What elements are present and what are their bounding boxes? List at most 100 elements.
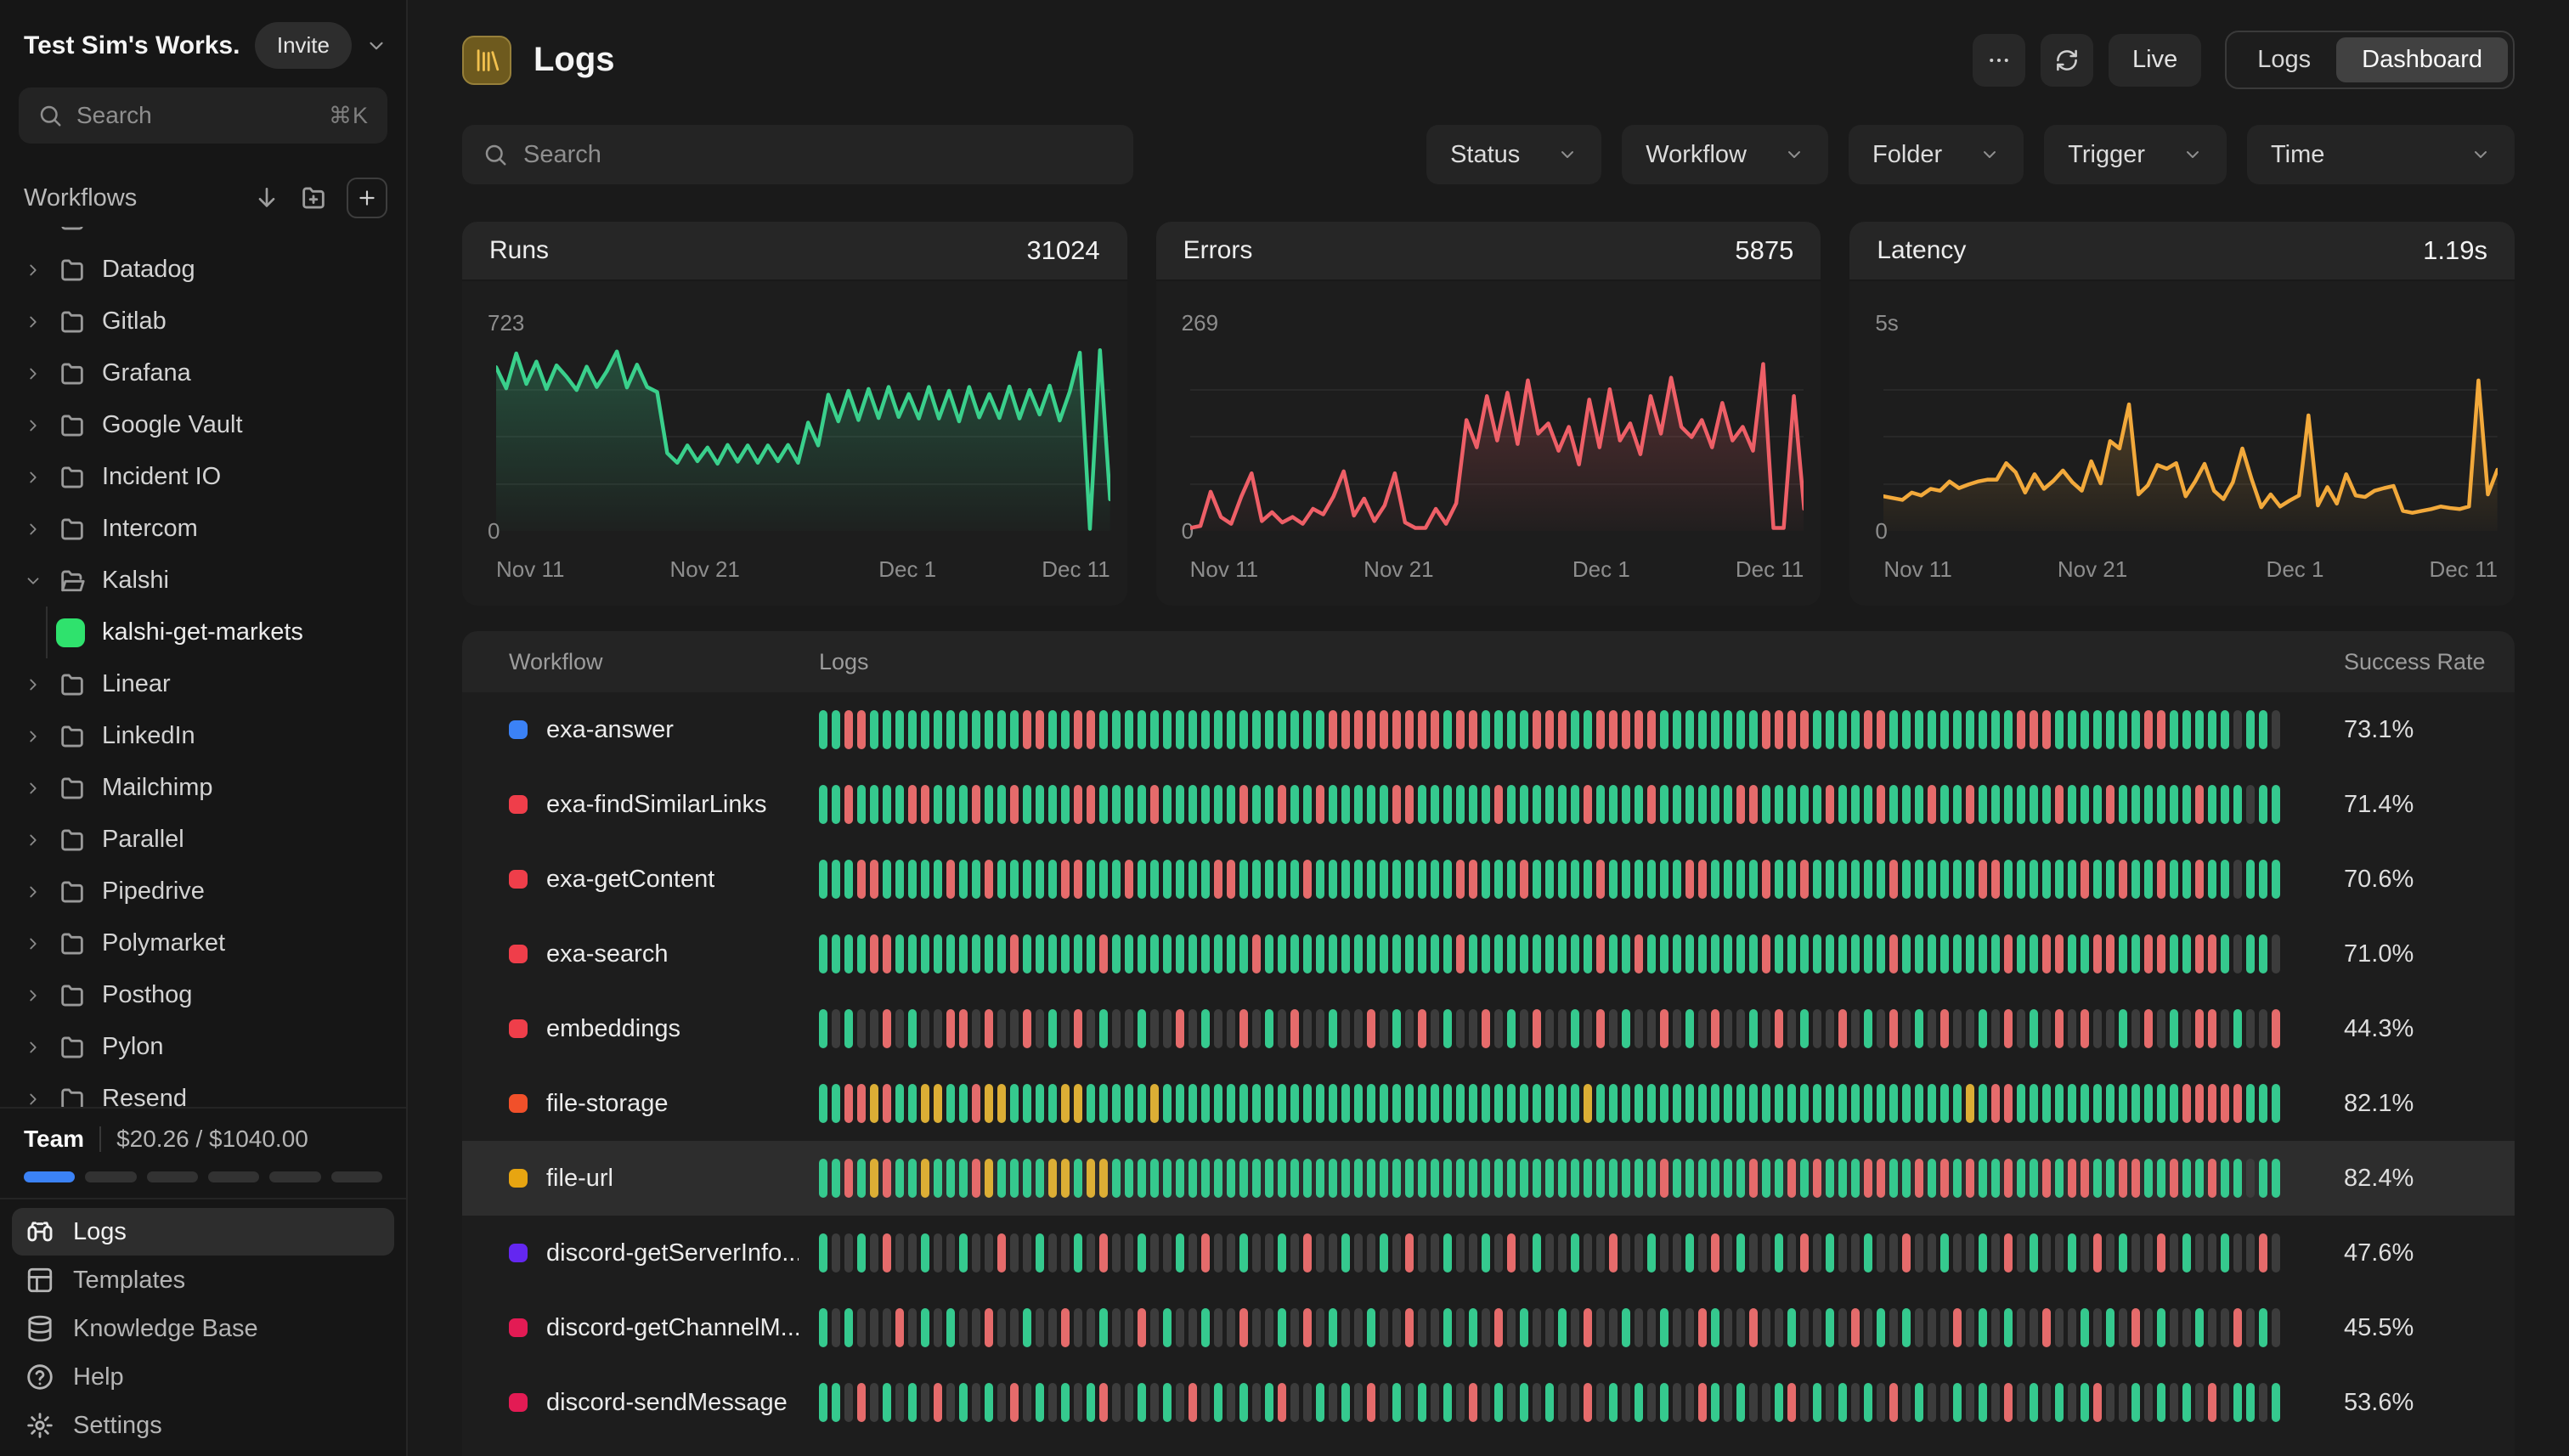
- log-pill[interactable]: [1749, 934, 1758, 973]
- log-pill[interactable]: [1341, 1159, 1350, 1198]
- log-pill[interactable]: [1252, 934, 1261, 973]
- log-pill[interactable]: [2106, 1009, 2114, 1048]
- log-pill[interactable]: [1380, 1084, 1388, 1123]
- log-pill[interactable]: [2182, 1233, 2191, 1273]
- log-pill[interactable]: [1813, 1159, 1821, 1198]
- log-pill[interactable]: [2119, 1009, 2127, 1048]
- log-pill[interactable]: [1622, 1009, 1630, 1048]
- log-pill[interactable]: [921, 934, 929, 973]
- log-pill[interactable]: [1864, 1159, 1872, 1198]
- log-pill[interactable]: [934, 1084, 942, 1123]
- log-pill[interactable]: [1316, 860, 1324, 899]
- log-pill[interactable]: [2093, 860, 2102, 899]
- log-pill[interactable]: [1915, 1009, 1923, 1048]
- log-pill[interactable]: [1303, 710, 1312, 749]
- log-pill[interactable]: [1189, 860, 1197, 899]
- log-pill[interactable]: [844, 860, 853, 899]
- log-pill[interactable]: [2131, 710, 2140, 749]
- log-pill[interactable]: [1711, 1084, 1719, 1123]
- log-pill[interactable]: [857, 785, 866, 824]
- log-pill[interactable]: [1940, 1308, 1949, 1347]
- log-pill[interactable]: [1112, 860, 1121, 899]
- log-pill[interactable]: [1036, 1383, 1044, 1422]
- log-pill[interactable]: [946, 860, 955, 899]
- log-pill[interactable]: [934, 860, 942, 899]
- log-pill[interactable]: [1533, 1233, 1541, 1273]
- log-pill[interactable]: [1545, 1233, 1554, 1273]
- tab-logs[interactable]: Logs: [2257, 46, 2312, 73]
- log-pill[interactable]: [2017, 1084, 2025, 1123]
- log-pill[interactable]: [832, 1383, 840, 1422]
- log-pill[interactable]: [1099, 934, 1108, 973]
- log-pill[interactable]: [985, 1383, 993, 1422]
- filter-dropdown-status[interactable]: Status: [1426, 125, 1602, 184]
- log-pill[interactable]: [844, 1383, 853, 1422]
- log-pill[interactable]: [1507, 710, 1516, 749]
- log-pill[interactable]: [1316, 1233, 1324, 1273]
- log-pill[interactable]: [1456, 1233, 1465, 1273]
- log-pill[interactable]: [1787, 934, 1796, 973]
- log-pill[interactable]: [895, 1084, 904, 1123]
- sidebar-folder-parallel[interactable]: Parallel: [12, 814, 394, 866]
- log-pill[interactable]: [1877, 934, 1885, 973]
- log-pill[interactable]: [1545, 934, 1554, 973]
- table-row-exa-getcontent[interactable]: exa-getContent 70.6%: [462, 842, 2515, 917]
- log-pill[interactable]: [1138, 1159, 1146, 1198]
- log-pill[interactable]: [1431, 1159, 1439, 1198]
- log-pill[interactable]: [1418, 1383, 1426, 1422]
- log-pill[interactable]: [1482, 785, 1490, 824]
- log-pill[interactable]: [1367, 785, 1375, 824]
- log-pill[interactable]: [1048, 1009, 1057, 1048]
- log-pill[interactable]: [1724, 860, 1732, 899]
- log-pill[interactable]: [1979, 1009, 1987, 1048]
- log-pill[interactable]: [1877, 1009, 1885, 1048]
- log-pill[interactable]: [2068, 1383, 2076, 1422]
- log-pill[interactable]: [2195, 785, 2204, 824]
- log-pill[interactable]: [1150, 1084, 1159, 1123]
- log-pill[interactable]: [1278, 934, 1286, 973]
- log-pill[interactable]: [908, 860, 917, 899]
- log-pill[interactable]: [2030, 1233, 2038, 1273]
- log-pill[interactable]: [1520, 1159, 1528, 1198]
- log-pill[interactable]: [959, 860, 968, 899]
- log-pill[interactable]: [1647, 1308, 1656, 1347]
- log-pill[interactable]: [1303, 1308, 1312, 1347]
- log-pill[interactable]: [2272, 1084, 2280, 1123]
- log-pill[interactable]: [1800, 1159, 1809, 1198]
- log-pill[interactable]: [2170, 1009, 2178, 1048]
- log-pill[interactable]: [1724, 1159, 1732, 1198]
- log-pill[interactable]: [1915, 1084, 1923, 1123]
- log-pill[interactable]: [2170, 1383, 2178, 1422]
- log-pill[interactable]: [2068, 710, 2076, 749]
- log-pill[interactable]: [883, 710, 891, 749]
- log-pill[interactable]: [1227, 1159, 1235, 1198]
- log-pill[interactable]: [895, 710, 904, 749]
- sidebar-folder-posthog[interactable]: Posthog: [12, 969, 394, 1021]
- log-pill[interactable]: [1214, 785, 1222, 824]
- sidebar-folder-mailchimp[interactable]: Mailchimp: [12, 762, 394, 814]
- log-pill[interactable]: [1087, 1233, 1095, 1273]
- log-pill[interactable]: [1736, 1383, 1745, 1422]
- log-pill[interactable]: [1915, 710, 1923, 749]
- log-pill[interactable]: [1138, 785, 1146, 824]
- log-pill[interactable]: [2081, 860, 2089, 899]
- log-pill[interactable]: [870, 785, 878, 824]
- sidebar-folder-google-vault[interactable]: Google Vault: [12, 399, 394, 451]
- log-pill[interactable]: [1864, 1233, 1872, 1273]
- log-pill[interactable]: [1800, 934, 1809, 973]
- log-pill[interactable]: [1660, 1009, 1668, 1048]
- log-pill[interactable]: [2195, 1084, 2204, 1123]
- log-pill[interactable]: [1138, 1084, 1146, 1123]
- log-pill[interactable]: [1928, 1308, 1936, 1347]
- log-pill[interactable]: [2259, 1009, 2267, 1048]
- log-pill[interactable]: [1736, 1233, 1745, 1273]
- log-pill[interactable]: [1800, 1308, 1809, 1347]
- log-pill[interactable]: [1329, 1383, 1337, 1422]
- log-pill[interactable]: [844, 710, 853, 749]
- log-pill[interactable]: [1023, 934, 1031, 973]
- log-pill[interactable]: [2233, 934, 2242, 973]
- log-pill[interactable]: [832, 710, 840, 749]
- log-pill[interactable]: [1469, 1308, 1477, 1347]
- log-pill[interactable]: [1953, 710, 1962, 749]
- log-pill[interactable]: [985, 1084, 993, 1123]
